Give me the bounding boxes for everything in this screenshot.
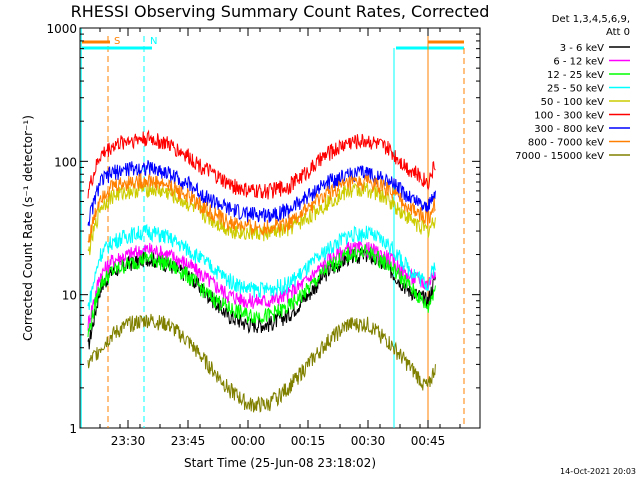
y-tick-label: 1 xyxy=(69,422,77,436)
legend-label: 100 - 300 keV xyxy=(534,111,604,122)
event-marker-label: S xyxy=(114,36,120,47)
series-line-8 xyxy=(87,172,436,243)
series-line-7 xyxy=(87,160,436,227)
y-tick-label: 100 xyxy=(54,155,77,169)
x-tick-label: 00:15 xyxy=(291,434,326,448)
legend-label: 7000 - 15000 keV xyxy=(515,151,604,162)
y-tick-label: 1000 xyxy=(46,22,77,36)
legend-label: 300 - 800 keV xyxy=(534,124,604,135)
series-line-4 xyxy=(87,223,436,311)
legend-label: 3 - 6 keV xyxy=(560,43,604,54)
event-marker-label: N xyxy=(150,36,157,47)
x-tick-label: 00:45 xyxy=(411,434,446,448)
legend-label: 50 - 100 keV xyxy=(541,97,605,108)
y-axis: 1 10 100 1000 xyxy=(46,22,480,436)
legend-label: 6 - 12 keV xyxy=(553,57,604,68)
series-line-3 xyxy=(87,244,436,338)
series-line-9 xyxy=(87,313,436,413)
date-stamp: 14-Oct-2021 20:03 xyxy=(560,467,636,476)
chart-title: RHESSI Observing Summary Count Rates, Co… xyxy=(71,2,490,21)
x-tick-label: 23:45 xyxy=(171,434,206,448)
x-axis-label: Start Time (25-Jun-08 23:18:02) xyxy=(184,456,376,470)
legend-header-line2: Att 0 xyxy=(606,27,630,38)
legend-label: 25 - 50 keV xyxy=(547,84,604,95)
x-tick-label: 00:00 xyxy=(231,434,266,448)
x-tick-label: 23:30 xyxy=(111,434,146,448)
legend-header-line1: Det 1,3,4,5,6,9, xyxy=(552,14,630,25)
y-tick-label: 10 xyxy=(62,289,77,303)
legend: Det 1,3,4,5,6,9, Att 0 3 - 6 keV 6 - 12 k… xyxy=(515,14,630,162)
x-axis: 23:30 23:45 00:00 00:15 00:30 00:45 xyxy=(79,28,481,448)
series-line-6 xyxy=(87,129,436,200)
legend-label: 12 - 25 keV xyxy=(547,70,604,81)
legend-label: 800 - 7000 keV xyxy=(528,138,604,149)
y-axis-label: Corrected Count Rate (s⁻¹ detector⁻¹) xyxy=(21,115,35,341)
x-tick-label: 00:30 xyxy=(351,434,386,448)
